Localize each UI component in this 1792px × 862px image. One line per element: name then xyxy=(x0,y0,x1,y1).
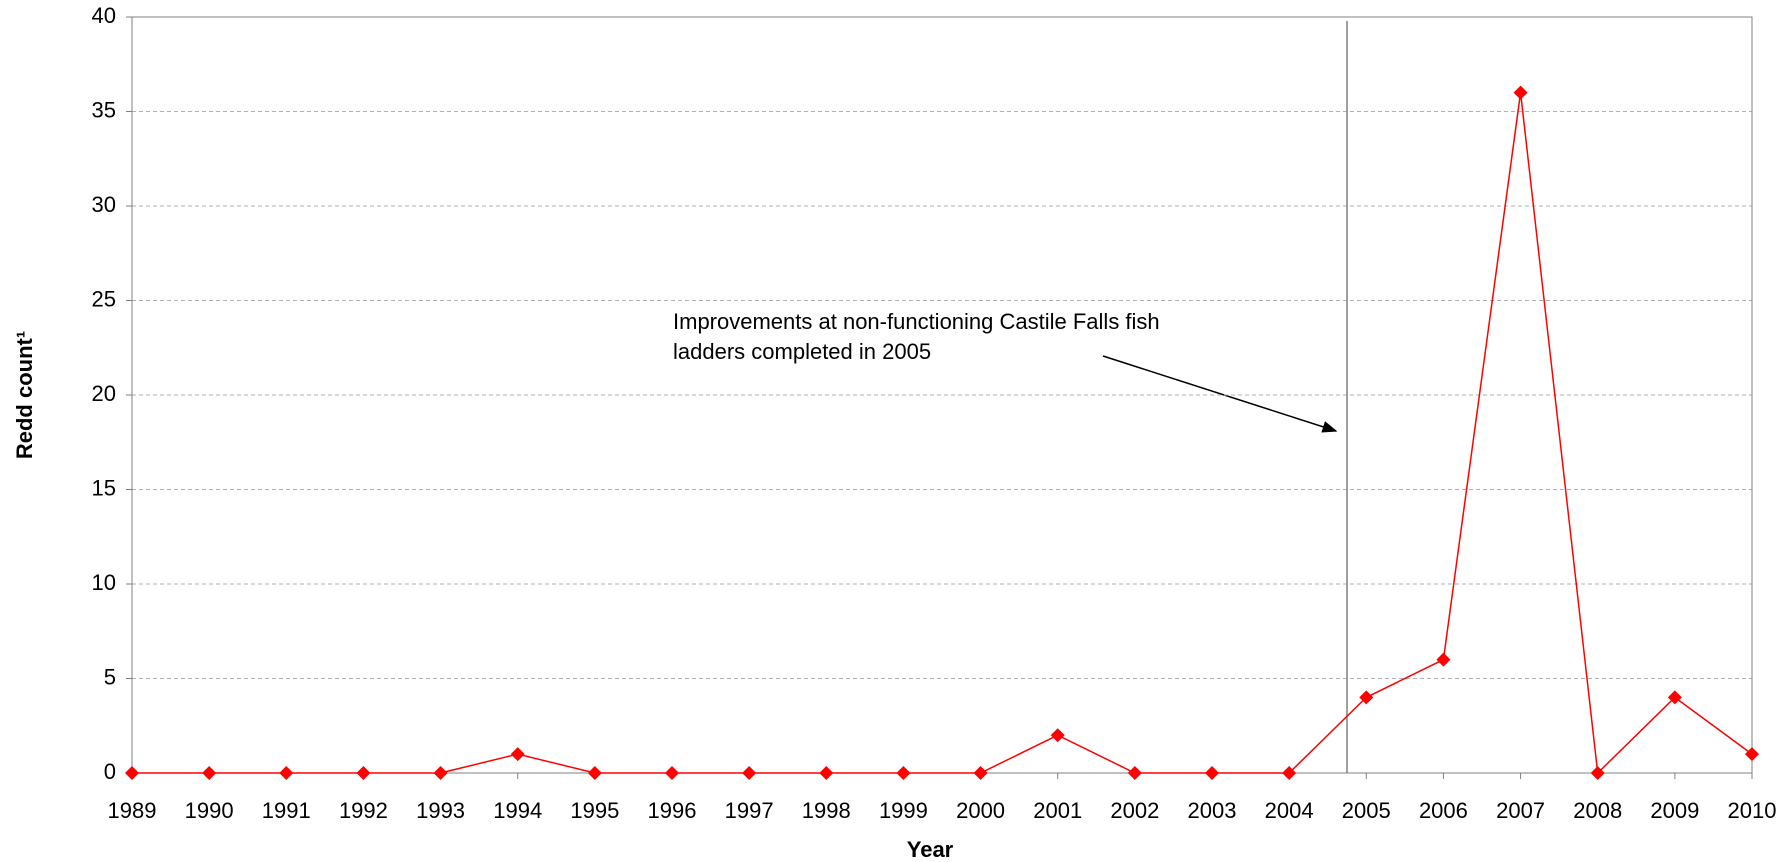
annotation: Improvements at non-functioning Castile … xyxy=(673,309,1160,334)
x-tick-label: 1990 xyxy=(185,798,234,823)
x-tick-label: 1999 xyxy=(879,798,928,823)
x-tick-label: 1992 xyxy=(339,798,388,823)
data-point xyxy=(1282,766,1297,780)
x-tick-label: 1994 xyxy=(493,798,542,823)
x-tick-label: 2010 xyxy=(1728,798,1777,823)
data-point xyxy=(279,766,294,780)
y-tick-label: 10 xyxy=(92,570,116,595)
x-tick-label: 1996 xyxy=(648,798,697,823)
y-tick-label: 0 xyxy=(104,759,116,784)
x-tick-label: 1989 xyxy=(108,798,157,823)
data-point xyxy=(1359,690,1374,705)
data-point xyxy=(973,766,988,780)
x-tick-label: 1993 xyxy=(416,798,465,823)
x-tick-label: 2005 xyxy=(1342,798,1391,823)
x-tick-label: 2001 xyxy=(1033,798,1082,823)
x-tick-label: 2007 xyxy=(1496,798,1545,823)
y-tick-label: 25 xyxy=(92,286,116,311)
data-point xyxy=(510,747,525,762)
data-point xyxy=(125,766,139,780)
x-tick-label: 1991 xyxy=(262,798,311,823)
y-tick-label: 35 xyxy=(92,97,116,122)
data-point xyxy=(1436,652,1451,667)
data-point xyxy=(1050,728,1065,743)
x-tick-label: 2004 xyxy=(1265,798,1314,823)
data-point xyxy=(1127,766,1142,780)
data-point xyxy=(1590,766,1605,780)
x-tick-label: 2000 xyxy=(956,798,1005,823)
y-tick-label: 15 xyxy=(92,475,116,500)
data-point xyxy=(1205,766,1219,780)
x-tick-label: 1995 xyxy=(570,798,619,823)
annotation-arrow xyxy=(1102,355,1338,433)
plot-frame xyxy=(131,16,1753,774)
x-tick-label: 2006 xyxy=(1419,798,1468,823)
x-axis-title: Year xyxy=(907,837,954,862)
x-tick-label: 2002 xyxy=(1110,798,1159,823)
x-tick-label: 1997 xyxy=(725,798,774,823)
y-axis-title: Redd count¹ xyxy=(12,331,37,459)
y-tick-label: 30 xyxy=(92,192,116,217)
y-tick-label: 20 xyxy=(92,381,116,406)
y-tick-label: 5 xyxy=(104,664,116,689)
data-point xyxy=(356,766,371,780)
data-point xyxy=(1667,690,1682,705)
x-tick-label: 2008 xyxy=(1573,798,1622,823)
data-point xyxy=(587,766,602,780)
x-tick-label: 2009 xyxy=(1650,798,1699,823)
annotation: ladders completed in 2005 xyxy=(673,339,931,364)
data-point xyxy=(202,766,217,780)
data-point xyxy=(665,766,679,780)
x-tick-label: 2003 xyxy=(1188,798,1237,823)
data-point xyxy=(896,766,911,780)
data-point xyxy=(1513,85,1528,100)
series-line xyxy=(132,92,1753,775)
data-point xyxy=(1745,747,1759,762)
data-point xyxy=(433,766,448,780)
x-tick-label: 1998 xyxy=(802,798,851,823)
data-point xyxy=(819,766,834,780)
data-point xyxy=(742,766,757,780)
y-tick-label: 40 xyxy=(92,3,116,28)
